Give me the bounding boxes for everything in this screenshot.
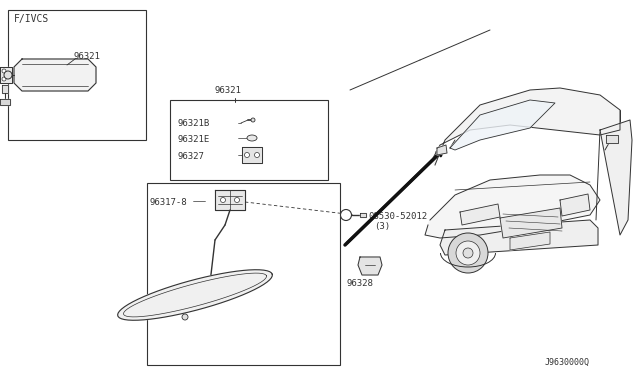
- Polygon shape: [118, 270, 272, 320]
- Text: 96321B: 96321B: [178, 119, 211, 128]
- Bar: [8, 10, 146, 140]
- Text: S: S: [343, 212, 348, 221]
- Circle shape: [448, 233, 488, 273]
- Polygon shape: [437, 145, 447, 155]
- Circle shape: [255, 153, 259, 157]
- Text: J9630000Q: J9630000Q: [545, 358, 590, 367]
- Polygon shape: [606, 135, 618, 143]
- Text: 08530-52012: 08530-52012: [368, 212, 427, 221]
- Polygon shape: [360, 213, 366, 217]
- Polygon shape: [215, 190, 245, 210]
- Polygon shape: [14, 59, 96, 91]
- Polygon shape: [0, 67, 12, 83]
- Circle shape: [340, 209, 351, 221]
- Circle shape: [456, 241, 480, 265]
- Polygon shape: [2, 85, 8, 93]
- Text: 96317-8: 96317-8: [150, 198, 188, 207]
- Bar: [147, 183, 340, 365]
- Circle shape: [2, 77, 6, 81]
- Polygon shape: [358, 257, 382, 275]
- Polygon shape: [500, 208, 562, 238]
- Text: 96321: 96321: [73, 52, 100, 61]
- Text: 96327: 96327: [178, 152, 205, 161]
- Polygon shape: [600, 120, 632, 235]
- Polygon shape: [242, 147, 262, 163]
- Text: F/IVCS: F/IVCS: [14, 14, 49, 24]
- Bar: [170, 100, 328, 180]
- Text: 96321E: 96321E: [178, 135, 211, 144]
- Polygon shape: [460, 204, 500, 225]
- Polygon shape: [432, 88, 620, 165]
- Ellipse shape: [247, 135, 257, 141]
- Circle shape: [244, 153, 250, 157]
- Circle shape: [2, 69, 6, 73]
- Circle shape: [182, 314, 188, 320]
- Circle shape: [221, 198, 225, 202]
- Polygon shape: [560, 194, 590, 216]
- Circle shape: [463, 248, 473, 258]
- Circle shape: [234, 198, 239, 202]
- Text: 96328: 96328: [347, 279, 373, 288]
- Polygon shape: [440, 220, 598, 255]
- Text: (3): (3): [374, 222, 390, 231]
- Polygon shape: [510, 232, 550, 250]
- Polygon shape: [425, 175, 600, 238]
- Circle shape: [251, 118, 255, 122]
- Text: 96321: 96321: [214, 86, 241, 95]
- Circle shape: [4, 71, 12, 79]
- Polygon shape: [450, 100, 555, 150]
- Polygon shape: [0, 99, 10, 105]
